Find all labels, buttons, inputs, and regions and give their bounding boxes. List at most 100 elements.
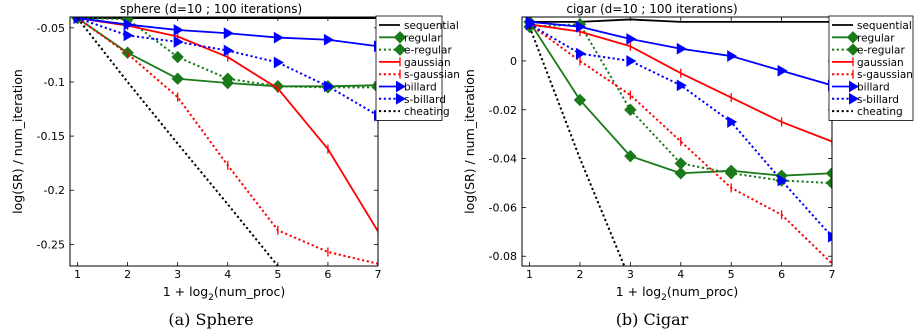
y-tick-label: -0.06 [489, 201, 517, 214]
x-tick-label: 4 [224, 268, 231, 281]
legend-label-billard: billard [404, 82, 437, 94]
x-tick-label: 5 [274, 268, 281, 281]
e-regular-marker-2 [171, 50, 184, 64]
chart-title: sphere (d=10 ; 100 iterations) [120, 2, 302, 16]
legend: sequentialregulare-regulargaussians-gaus… [828, 15, 914, 121]
y-axis-label: log(SR) / num_iteration [10, 69, 25, 214]
legend-regular-marker-0 [393, 31, 407, 44]
s-billard-marker-5 [777, 174, 788, 187]
x-tick-label: 5 [728, 268, 735, 281]
e-regular-marker-3 [221, 72, 234, 85]
s-billard-marker-6 [828, 230, 832, 243]
chart-caption: (a) Sphere [168, 310, 253, 329]
legend-label-s-gaussian: s-gaussian [404, 69, 460, 81]
legend: sequentialregulare-regulargaussians-gaus… [375, 15, 460, 121]
y-tick-label: -0.05 [37, 22, 65, 35]
legend-label-cheating: cheating [857, 106, 903, 118]
y-tick-label: -0.02 [489, 104, 517, 117]
s-billard-marker-2 [626, 55, 637, 67]
chart-caption: (b) Cigar [616, 310, 689, 329]
regular-marker-3 [674, 167, 687, 180]
series-line-s-billard [529, 23, 832, 238]
x-tick-label: 7 [375, 268, 382, 281]
legend-label-cheating: cheating [404, 106, 450, 118]
legend-label-billard: billard [857, 82, 890, 94]
s-billard-marker-2 [173, 36, 184, 48]
billard-marker-4 [273, 31, 284, 44]
regular-marker-2 [624, 149, 637, 163]
legend-e-regular-marker-0 [846, 43, 860, 56]
x-tick-label: 6 [324, 268, 331, 281]
legend-s-billard-marker-0 [396, 92, 406, 105]
billard-marker-5 [323, 33, 334, 46]
billard-marker-1 [575, 20, 586, 33]
legend-label-s-gaussian: s-gaussian [857, 69, 913, 81]
legend-label-gaussian: gaussian [404, 57, 451, 69]
plot-frame [521, 16, 833, 267]
e-regular-marker-2 [624, 103, 637, 116]
x-axis-label: 1 + log2(num_proc) [616, 284, 739, 303]
y-axis-label: log(SR) / num_iteration [462, 69, 477, 214]
e-regular-marker-3 [674, 157, 687, 170]
y-tick-label: -0.08 [489, 250, 517, 263]
x-tick-label: 3 [627, 268, 634, 281]
x-axis-label: 1 + log2(num_proc) [163, 284, 286, 303]
s-billard-marker-4 [727, 116, 738, 128]
s-billard-marker-5 [323, 80, 334, 93]
s-billard-marker-3 [676, 79, 687, 92]
billard-marker-3 [676, 42, 687, 55]
s-billard-marker-1 [123, 29, 134, 42]
s-billard-marker-1 [575, 47, 586, 60]
e-regular-marker-4 [724, 167, 738, 180]
y-tick-label: -0.1 [44, 76, 65, 89]
x-tick-label: 7 [829, 268, 836, 281]
s-billard-marker-4 [273, 56, 284, 69]
billard-marker-5 [777, 64, 788, 77]
legend-label-s-billard: s-billard [857, 94, 899, 106]
legend-label-regular: regular [404, 32, 442, 44]
series-line-cheating [76, 17, 279, 266]
plot-frame [69, 16, 379, 267]
chart-sphere: sphere (d=10 ; 100 iterations) 1 2 3 4 5 6 7 -0.… [10, 2, 460, 329]
legend-box [828, 15, 914, 121]
legend-label-e-regular: e-regular [404, 45, 452, 57]
x-tick-label: 2 [124, 268, 131, 281]
x-tick-label: 1 [526, 268, 533, 281]
chart-title: cigar (d=10 ; 100 iterations) [566, 2, 737, 16]
legend-billard-marker-0 [396, 80, 406, 93]
s-billard-marker-3 [223, 44, 234, 57]
y-tick-label: -0.25 [37, 238, 65, 251]
y-tick-label: -0.2 [44, 184, 65, 197]
x-tick-label: 1 [74, 268, 81, 281]
e-regular-marker-6 [825, 176, 832, 190]
legend-label-gaussian: gaussian [857, 57, 904, 69]
billard-marker-4 [727, 50, 738, 62]
legend-e-regular-marker-0 [393, 43, 407, 56]
billard-marker-2 [626, 33, 637, 45]
legend-regular-marker-0 [846, 31, 860, 44]
regular-marker-2 [171, 72, 184, 85]
legend-box [375, 15, 443, 121]
legend-label-e-regular: e-regular [857, 45, 905, 57]
chart-cigar: cigar (d=10 ; 100 iterations) 1 2 3 4 5 6 7 0 -0.… [462, 2, 914, 329]
legend-label-sequential: sequential [857, 20, 912, 32]
regular-marker-6 [825, 167, 832, 180]
y-tick-label: -0.04 [489, 153, 517, 166]
legend-label-s-billard: s-billard [404, 94, 446, 106]
series-line-cheating [528, 26, 626, 266]
y-tick-label: -0.15 [37, 130, 65, 143]
x-tick-label: 3 [174, 268, 181, 281]
legend-label-sequential: sequential [404, 20, 459, 32]
billard-marker-2 [173, 24, 184, 36]
billard-marker-1 [123, 18, 134, 31]
legend-billard-marker-0 [849, 80, 859, 93]
x-tick-label: 6 [778, 268, 785, 281]
y-tick-label: 0 [510, 55, 517, 68]
regular-marker-1 [573, 93, 587, 107]
x-tick-label: 2 [576, 268, 583, 281]
x-tick-label: 4 [677, 268, 684, 281]
billard-marker-3 [223, 27, 234, 40]
plot-area [71, 17, 378, 266]
plot-area [523, 17, 832, 266]
